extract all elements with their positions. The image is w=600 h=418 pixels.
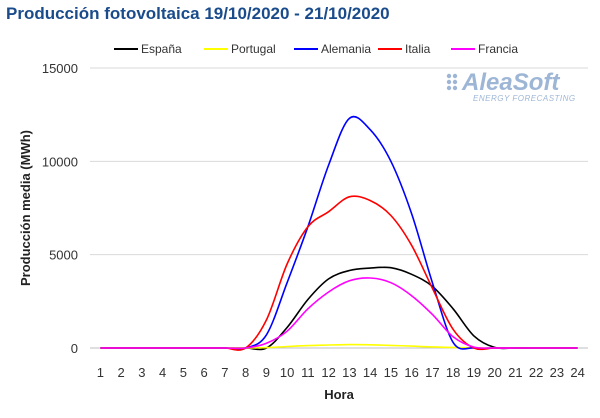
x-tick-label: 5: [180, 365, 187, 380]
legend-label-espana: España: [141, 42, 182, 56]
x-tick-label: 9: [263, 365, 270, 380]
legend-label-portugal: Portugal: [231, 42, 276, 56]
grid-lines: [90, 67, 588, 256]
x-axis-title: Hora: [324, 387, 354, 402]
x-tick-label: 15: [384, 365, 398, 380]
y-tick-label: 15000: [42, 61, 78, 76]
x-tick-label: 17: [425, 365, 439, 380]
x-tick-label: 14: [363, 365, 377, 380]
legend-label-francia: Francia: [478, 42, 518, 56]
x-tick-label: 11: [301, 365, 315, 380]
legend-label-alemania: Alemania: [321, 42, 371, 56]
watermark-tagline: ENERGY FORECASTING: [473, 94, 576, 103]
x-tick-label: 6: [201, 365, 208, 380]
x-tick-label: 4: [159, 365, 166, 380]
y-tick-label: 5000: [49, 248, 78, 263]
x-tick-label: 1: [97, 365, 104, 380]
x-tick-label: 13: [342, 365, 356, 380]
series-lines: [100, 115, 578, 351]
x-tick-labels: 1 2 3 4 5 6 7 8 9 10 11 12 13 14 15 16 17 18 19 20 21 22 23 24: [97, 365, 585, 380]
y-tick-labels: 0 5000 10000 15000: [42, 61, 78, 356]
watermark-brand: AleaSoft: [461, 69, 560, 96]
x-tick-label: 3: [138, 365, 145, 380]
series-line-alemania: [100, 115, 578, 350]
y-tick-label: 0: [71, 341, 78, 356]
x-tick-label: 8: [242, 365, 249, 380]
x-tick-label: 2: [118, 365, 125, 380]
chart-title: Producción fotovoltaica 19/10/2020 - 21/…: [6, 4, 390, 23]
x-tick-label: 12: [321, 365, 335, 380]
x-tick-label: 23: [550, 365, 564, 380]
x-tick-label: 19: [467, 365, 481, 380]
y-axis-title: Producción media (MWh): [18, 130, 33, 286]
x-tick-label: 10: [280, 365, 294, 380]
x-tick-label: 24: [570, 365, 584, 380]
x-tick-label: 18: [446, 365, 460, 380]
x-tick-label: 7: [221, 365, 228, 380]
legend: España Portugal Alemania Italia Francia: [114, 42, 518, 56]
x-tick-label: 20: [487, 365, 501, 380]
series-line-francia: [100, 277, 578, 350]
y-tick-label: 10000: [42, 154, 78, 169]
series-line-espana: [100, 266, 578, 351]
aleasoft-logo-icon: [446, 73, 458, 91]
x-tick-label: 21: [508, 365, 522, 380]
legend-label-italia: Italia: [405, 42, 431, 56]
x-tick-label: 22: [529, 365, 543, 380]
x-tick-label: 16: [404, 365, 418, 380]
aleasoft-watermark: AleaSoft ENERGY FORECASTING: [446, 69, 576, 103]
